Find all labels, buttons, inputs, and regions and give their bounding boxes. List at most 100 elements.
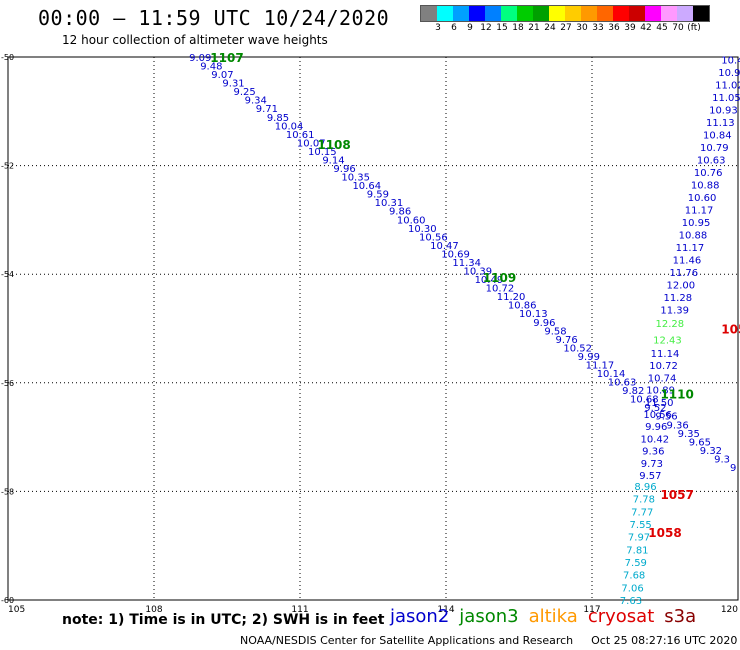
swh-value-label: 10.56: [643, 410, 672, 421]
swh-value-label: 7.68: [623, 571, 645, 582]
y-tick-label: -60: [1, 596, 14, 605]
x-tick-label: 108: [145, 605, 162, 615]
legend-swatch: [453, 6, 469, 21]
legend-label: 6: [451, 23, 457, 33]
swh-value-label: 10.89: [646, 386, 675, 397]
swh-value-label: 9.14: [322, 155, 344, 166]
swh-value-label: 9.76: [555, 335, 577, 346]
swh-value-label: 11.39: [660, 305, 689, 316]
color-scale-legend: 3 6 9 12 15 18 21 24 27 30 33 36 39 42 45 70 (ft): [420, 5, 710, 34]
legend-label: 45: [656, 23, 668, 33]
pass-number-label: 1058: [648, 526, 681, 540]
swh-value-label: 10.84: [703, 131, 732, 142]
swh-value-label: 11.05: [712, 93, 740, 104]
swh-value-label: 9.86: [389, 207, 411, 218]
swh-value-label: 9.96: [333, 164, 355, 175]
footer-note: note: 1) Time is in UTC; 2) SWH is in fe…: [62, 612, 385, 628]
legend-label: 12: [480, 23, 492, 33]
swh-value-label: 10.76: [694, 168, 723, 179]
swh-value-label: 9.35: [678, 429, 700, 440]
legend-swatch: [597, 6, 613, 21]
swh-value-label: 10.56: [419, 232, 448, 243]
swh-value-label: 11.17: [685, 206, 714, 217]
swh-value-label: 9.71: [256, 104, 278, 115]
swh-value-label: 11.50: [645, 398, 674, 409]
swh-value-label: 9.34: [245, 96, 267, 107]
swh-value-label: 7.55: [630, 520, 652, 531]
swh-value-label: 10.15: [308, 147, 337, 158]
swh-value-label: 9.59: [367, 190, 389, 201]
swh-value-label: 11.46: [673, 256, 702, 267]
swh-value-label: 9.09: [189, 53, 211, 64]
swh-value-label: 10.88: [691, 181, 720, 192]
swh-value-label: 10.79: [700, 143, 729, 154]
legend-label: 27: [560, 23, 572, 33]
satellite-name-altika: altika: [528, 606, 578, 627]
swh-value-label: 11.76: [670, 268, 699, 279]
swh-value-label: 10.95: [682, 218, 711, 229]
legend-label: 15: [496, 23, 508, 33]
legend-swatch: [629, 6, 645, 21]
legend-label: 42: [640, 23, 652, 33]
swh-value-label: 10.86: [508, 301, 537, 312]
swh-value-label: 10.04: [275, 121, 304, 132]
swh-value-label: 10.61: [286, 130, 315, 141]
satellite-name-cryosat: cryosat: [587, 606, 655, 627]
swh-value-label: 10.46: [721, 56, 740, 67]
swh-value-label: 10.31: [375, 198, 404, 209]
swh-value-label: 9.36: [666, 420, 688, 431]
pass-number-label: 1057: [660, 488, 693, 502]
swh-value-label: 11.13: [706, 118, 735, 129]
swh-value-label: 10.60: [397, 215, 426, 226]
legend-swatch: [613, 6, 629, 21]
legend-label: (ft): [687, 23, 701, 33]
swh-value-label: 9.56: [655, 412, 677, 423]
legend-swatch: [581, 6, 597, 21]
swh-value-label: 9.58: [544, 326, 566, 337]
swh-value-label: 9.32: [700, 446, 722, 457]
swh-value-label: 9.48: [200, 62, 222, 73]
swh-value-label: 10.49: [475, 275, 504, 286]
swh-value-label: 10.52: [563, 343, 592, 354]
swh-value-label: 10.63: [608, 378, 637, 389]
satellite-name-jason3: jason3: [459, 606, 519, 627]
swh-value-label: 9.52: [644, 403, 666, 414]
pass-number-label: 1057: [721, 323, 740, 337]
swh-value-label: 11.14: [651, 349, 680, 360]
swh-value-label: 9.3: [714, 454, 730, 465]
swh-value-label: 10.42: [640, 434, 669, 445]
axis-labels: 105 108 111 114 117 120 -50 -52 -54 -56 -58 -60: [1, 53, 738, 615]
pass-number-label: 1107: [210, 51, 243, 65]
legend-swatches: [420, 5, 710, 22]
page-subtitle: 12 hour collection of altimeter wave hei…: [62, 33, 328, 47]
swh-value-label: 9.99: [578, 352, 600, 363]
swh-value-label: 11.34: [452, 258, 481, 269]
swh-value-label: 9.36: [642, 447, 664, 458]
legend-swatch: [533, 6, 549, 21]
swh-value-label: 10.68: [630, 395, 659, 406]
swh-value-label: 7.63: [620, 596, 642, 607]
pass-number-label: 1109: [483, 271, 516, 285]
legend-swatch: [517, 6, 533, 21]
legend-label: 24: [544, 23, 556, 33]
legend-swatch: [485, 6, 501, 21]
legend-label: 3: [435, 23, 441, 33]
swh-value-label: 10.35: [341, 173, 370, 184]
swh-value-label: 7.59: [625, 558, 647, 569]
swh-value-label: 12.43: [653, 335, 682, 346]
swh-value-label: 10.13: [519, 309, 548, 320]
swh-value-label: 10.64: [352, 181, 381, 192]
y-tick-label: -56: [1, 379, 14, 388]
legend-label: 21: [528, 23, 540, 33]
legend-swatch: [677, 6, 693, 21]
swh-value-label: 11.20: [497, 292, 526, 303]
y-tick-label: -58: [1, 487, 14, 496]
swh-value-label: 11.17: [586, 360, 615, 371]
legend-label: 70: [672, 23, 684, 33]
legend-swatch: [693, 6, 709, 21]
swh-value-label: 12.28: [656, 319, 685, 330]
swh-value-label: 9.25: [234, 87, 256, 98]
swh-value-label: 9.31: [222, 79, 244, 90]
swh-value-label: 7.77: [631, 507, 653, 518]
